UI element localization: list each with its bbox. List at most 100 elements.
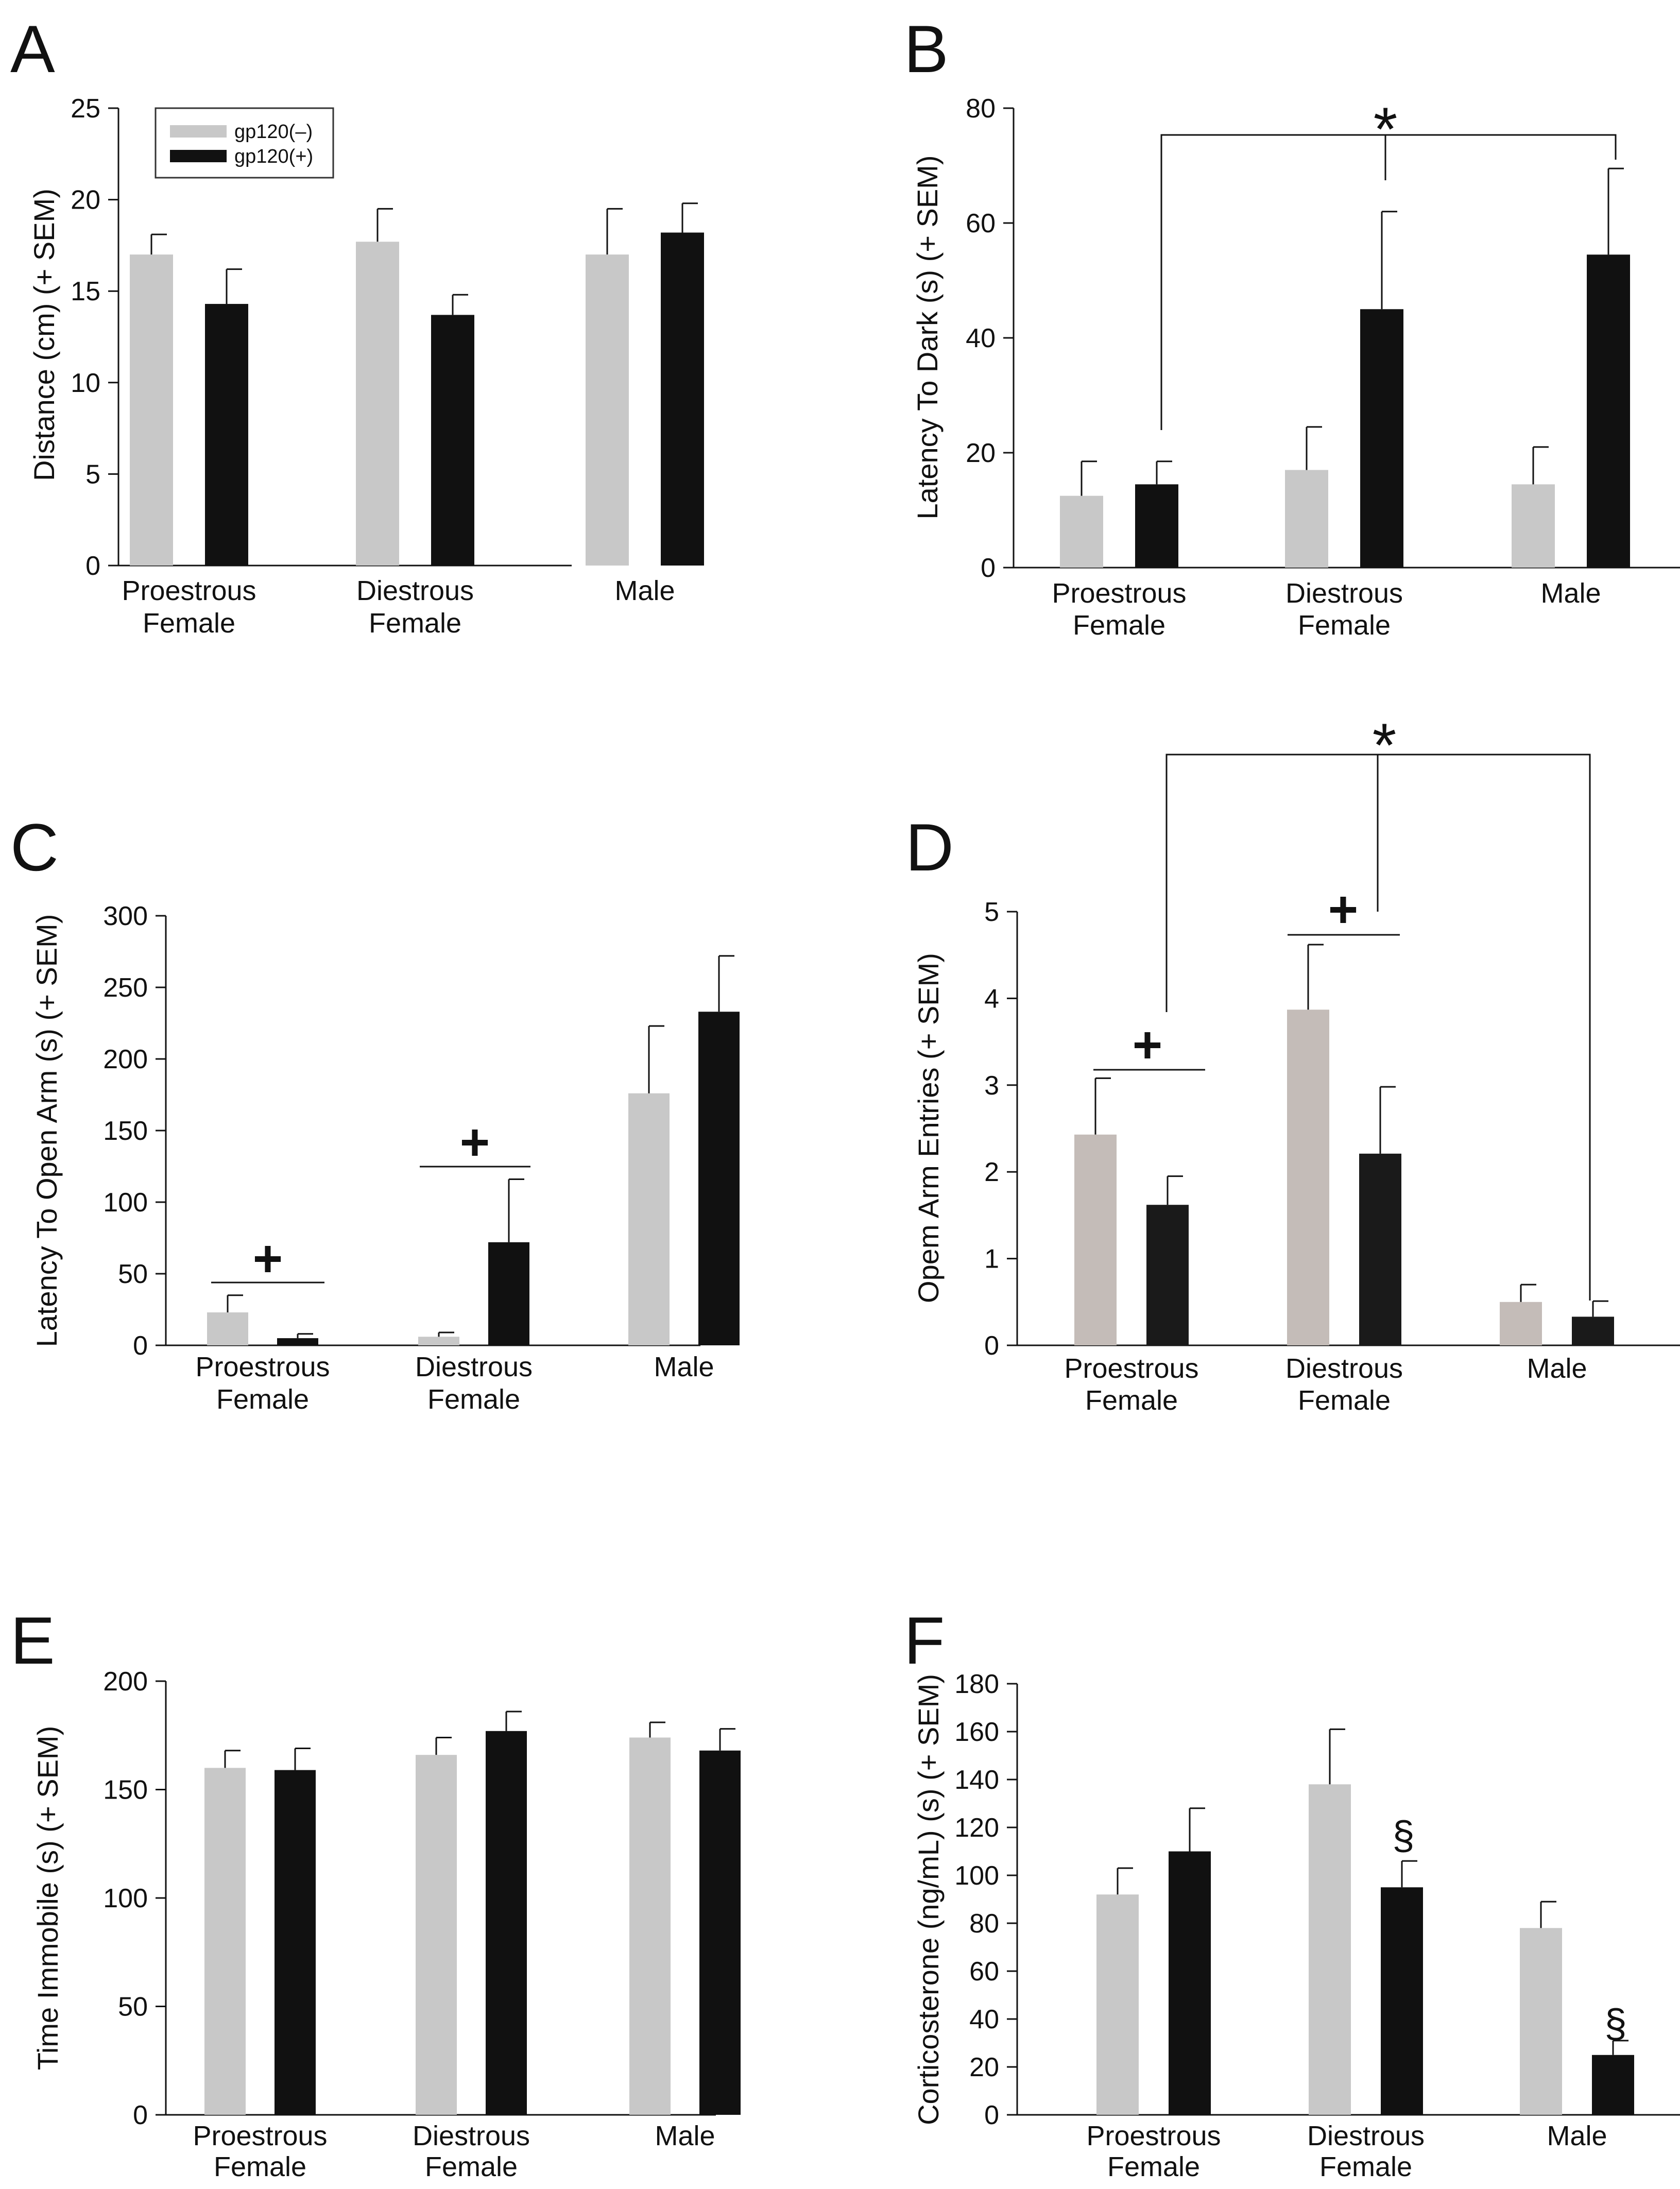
panel-letter: F — [904, 1603, 945, 1678]
bar-gp120-pos — [1359, 1153, 1401, 1345]
bar-gp120-neg — [1096, 1894, 1139, 2115]
y-tick-label: 0 — [981, 553, 996, 583]
category-label: Female — [1085, 1385, 1178, 1416]
y-tick-label: 0 — [984, 2100, 999, 2130]
y-tick-label: 200 — [103, 1667, 148, 1697]
bar-gp120-neg — [356, 242, 399, 566]
panel-f: F 0 20 40 60 80 100 120 140 160 180 Corticosterone … — [904, 1603, 1680, 2182]
category-label: Male — [614, 575, 675, 606]
y-tick-label: 80 — [966, 94, 996, 124]
category-label: Female — [427, 1384, 520, 1415]
y-tick-label: 1 — [984, 1244, 999, 1274]
bar-gp120-neg — [1309, 1784, 1351, 2115]
y-tick-label: 50 — [118, 1259, 148, 1289]
panel-c: C 0 50 100 150 200 250 300 Latency To Open Arm (… — [10, 810, 740, 1415]
significance-bracket — [1160, 134, 1617, 430]
panel-letter: E — [10, 1603, 55, 1678]
y-tick-label: 5 — [984, 897, 999, 927]
y-tick-label: 120 — [954, 1813, 999, 1843]
y-axis-label: Corticosterone (ng/mL) (s) (+ SEM) — [912, 1674, 945, 2125]
y-tick-label: 20 — [966, 438, 996, 468]
bar-gp120-neg — [418, 1337, 459, 1345]
bar-gp120-neg — [586, 254, 629, 566]
category-label: Proestrous — [193, 2120, 327, 2151]
bar-gp120-pos — [1587, 254, 1630, 568]
legend: gp120(–) gp120(+) — [155, 107, 334, 179]
y-tick-label: 180 — [954, 1669, 999, 1699]
y-tick-label: 160 — [954, 1717, 999, 1747]
y-axis-label: Distance (cm) (+ SEM) — [28, 189, 60, 481]
y-tick-label: 15 — [71, 277, 100, 306]
y-tick-label: 5 — [85, 459, 100, 489]
y-tick-label: 40 — [966, 323, 996, 353]
y-tick-label: 80 — [969, 1909, 999, 1939]
category-label: Diestrous — [413, 2120, 530, 2151]
category-label: Female — [1073, 610, 1165, 641]
y-tick-label: 150 — [103, 1775, 148, 1805]
y-tick-label: 250 — [103, 973, 148, 1003]
significance-star: * — [1373, 711, 1397, 780]
panel-letter: A — [10, 11, 55, 87]
bar-gp120-pos — [698, 1012, 740, 1345]
bar-gp120-pos — [277, 1338, 318, 1345]
category-label: Female — [143, 608, 235, 639]
y-tick-label: 100 — [103, 1884, 148, 1913]
category-label: Diestrous — [1307, 2120, 1425, 2151]
category-label: Female — [1319, 2151, 1412, 2182]
y-tick-label: 0 — [133, 1331, 148, 1361]
y-tick-label: 200 — [103, 1045, 148, 1074]
panel-b: B 0 20 40 60 80 Latency To Dark (s) (+ SEM) Pro… — [904, 11, 1680, 641]
significance-plus: + — [1328, 881, 1358, 938]
category-label: Female — [369, 608, 461, 639]
y-tick-label: 0 — [133, 2100, 148, 2130]
bar-gp120-pos — [1592, 2055, 1634, 2115]
y-axis-label: Time Immobile (s) (+ SEM) — [31, 1726, 64, 2070]
y-tick-label: 3 — [984, 1071, 999, 1101]
significance-plus: + — [253, 1230, 283, 1288]
bar-gp120-pos — [1381, 1887, 1423, 2115]
category-label: Male — [1527, 1353, 1587, 1384]
panel-d: D 0 1 2 3 4 5 Opem Arm Entries (+ SEM) Proestrou… — [905, 711, 1680, 1416]
bar-gp120-neg — [1512, 484, 1555, 568]
bar-gp120-pos — [1360, 309, 1403, 568]
bar-gp120-neg — [130, 254, 173, 566]
category-label: Female — [425, 2151, 518, 2182]
panel-e: E 0 50 100 150 200 Time Immobile (s) (+ SEM) Pr… — [10, 1603, 741, 2182]
bar-gp120-pos — [488, 1242, 529, 1345]
y-axis-label: Latency To Dark (s) (+ SEM) — [911, 156, 944, 520]
significance-section-mark: § — [1392, 1812, 1414, 1858]
bar-gp120-neg — [207, 1312, 248, 1345]
y-axis-label: Opem Arm Entries (+ SEM) — [912, 953, 945, 1303]
significance-plus: + — [460, 1114, 490, 1171]
y-tick-label: 60 — [969, 1957, 999, 1987]
category-label: Proestrous — [195, 1352, 330, 1382]
y-tick-label: 50 — [118, 1992, 148, 2022]
y-tick-label: 20 — [969, 2053, 999, 2082]
bar-gp120-pos — [1169, 1851, 1211, 2115]
y-tick-label: 20 — [71, 185, 100, 215]
bar-gp120-neg — [628, 1093, 670, 1345]
y-tick-label: 40 — [969, 2005, 999, 2034]
bar-gp120-neg — [1287, 1010, 1329, 1345]
bar-gp120-pos — [486, 1731, 527, 2115]
category-label: Male — [655, 2120, 715, 2151]
category-label: Male — [1540, 578, 1601, 609]
bar-gp120-pos — [1572, 1316, 1614, 1345]
panel-a: A 0 5 10 15 20 25 Distance (cm) (+ SEM) Proestro… — [10, 11, 704, 639]
category-label: Male — [1547, 2120, 1607, 2151]
legend-label: gp120(–) — [234, 121, 313, 143]
bar-gp120-pos — [275, 1770, 316, 2115]
category-label: Diestrous — [1285, 578, 1403, 609]
y-tick-label: 0 — [85, 551, 100, 581]
panel-letter: C — [10, 810, 59, 885]
y-axis-label: Latency To Open Arm (s) (+ SEM) — [30, 914, 63, 1347]
category-label: Female — [1298, 610, 1391, 641]
category-label: Diestrous — [356, 575, 474, 606]
y-tick-label: 300 — [103, 901, 148, 931]
y-tick-label: 25 — [71, 94, 100, 124]
bar-gp120-neg — [204, 1768, 246, 2115]
category-label: Proestrous — [1052, 578, 1186, 609]
legend-swatch — [170, 150, 227, 162]
panel-letter: D — [905, 810, 954, 885]
